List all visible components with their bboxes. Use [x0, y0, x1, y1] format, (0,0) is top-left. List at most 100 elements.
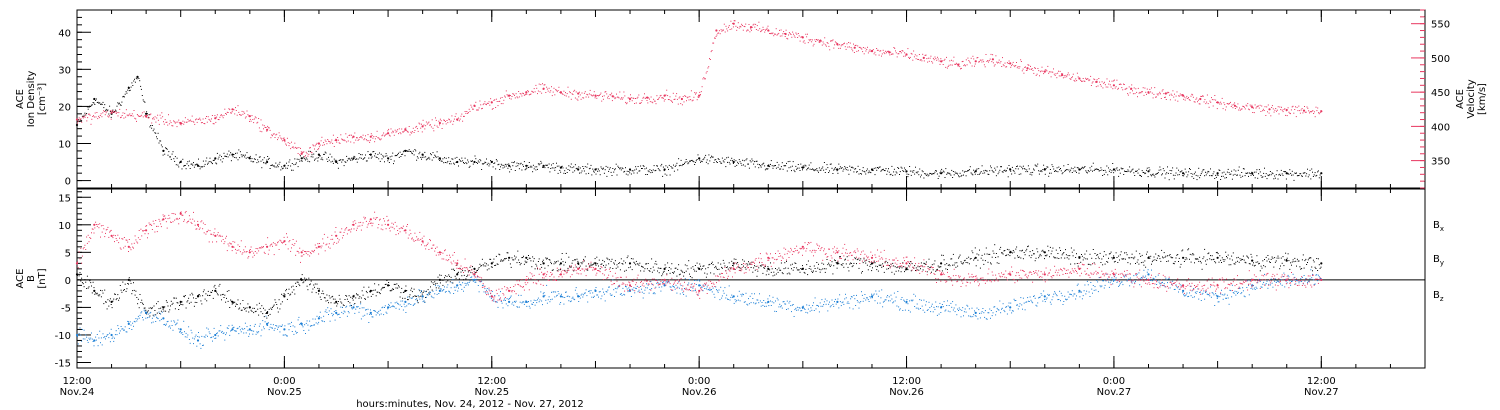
density-series-sample	[937, 178, 939, 179]
density-series-sample	[253, 158, 255, 160]
density-series-sample	[1245, 172, 1247, 174]
bx-series-sample	[1172, 262, 1174, 264]
bx-series-sample	[764, 265, 766, 267]
bx-series-sample	[1109, 253, 1111, 255]
bx-series-sample	[122, 281, 124, 283]
velocity-series-sample	[755, 29, 757, 30]
density-series-sample	[234, 157, 236, 158]
bx-series-sample	[876, 269, 878, 271]
density-series-sample	[331, 156, 333, 158]
bx-series-sample	[788, 272, 790, 274]
density-series-sample	[756, 160, 758, 162]
density-series-sample	[863, 170, 865, 172]
bx-series-sample	[1054, 257, 1056, 259]
velocity-series-sample	[1115, 86, 1117, 88]
bx-series-sample	[518, 259, 520, 261]
bx-series-sample	[941, 270, 943, 272]
bx-series-sample	[514, 255, 515, 257]
bx-series-sample	[568, 256, 570, 258]
density-series-sample	[435, 156, 437, 158]
velocity-series-sample	[1015, 65, 1017, 66]
bx-series-sample	[630, 266, 631, 268]
bx-series-sample	[350, 296, 352, 298]
bx-series-sample	[1189, 258, 1190, 260]
velocity-series-sample	[228, 108, 230, 110]
density-series-sample	[1136, 170, 1138, 172]
velocity-series-sample	[514, 94, 515, 96]
density-series-sample	[1217, 174, 1219, 176]
bx-series-sample	[469, 266, 471, 268]
bx-series-sample	[396, 283, 398, 285]
density-series-sample	[396, 155, 398, 157]
bx-series-sample	[231, 303, 233, 305]
bx-series-sample	[899, 267, 900, 269]
density-series-sample	[373, 151, 375, 152]
density-series-sample	[386, 155, 388, 157]
density-series-sample	[872, 169, 874, 171]
velocity-series-sample	[700, 94, 701, 96]
density-series-sample	[1183, 175, 1185, 177]
velocity-series-sample	[579, 91, 580, 93]
bx-series-sample	[975, 265, 977, 267]
bx-series-sample	[936, 269, 937, 271]
density-series-sample	[1070, 167, 1072, 169]
density-series-point	[145, 112, 148, 115]
velocity-series-sample	[1102, 87, 1104, 89]
density-series-sample	[462, 160, 464, 162]
bx-series-sample	[275, 301, 277, 303]
velocity-series-sample	[399, 132, 401, 134]
bx-series-sample	[619, 262, 621, 264]
velocity-series-sample	[1113, 80, 1115, 82]
density-series-sample	[1226, 171, 1228, 173]
velocity-series-sample	[355, 139, 357, 141]
density-series-sample	[975, 169, 977, 171]
bx-series-point	[870, 262, 874, 265]
bx-series-sample	[954, 262, 956, 264]
bx-series-sample	[405, 285, 407, 287]
density-series-sample	[507, 167, 509, 169]
bx-series-sample	[507, 252, 509, 254]
density-series-sample	[1105, 171, 1107, 173]
density-series-sample	[968, 169, 970, 171]
density-series-sample	[623, 171, 625, 173]
velocity-series-sample	[107, 115, 109, 117]
bx-series-sample	[256, 304, 258, 306]
density-series-sample	[1154, 176, 1156, 178]
velocity-series-sample	[597, 95, 599, 96]
density-series-sample	[344, 161, 346, 163]
density-series-sample	[553, 167, 555, 169]
bx-series-sample	[759, 265, 761, 267]
density-series-sample	[692, 160, 694, 162]
velocity-series-sample	[1171, 94, 1173, 96]
velocity-series-sample	[1242, 105, 1244, 107]
velocity-series-sample	[428, 121, 430, 123]
velocity-series-sample	[420, 127, 422, 129]
bx-series-sample	[988, 253, 990, 255]
bx-series-sample	[1119, 254, 1121, 256]
bx-series-sample	[601, 263, 603, 265]
velocity-series-sample	[1134, 93, 1136, 95]
density-series-sample	[735, 160, 737, 162]
density-series-sample	[990, 167, 992, 169]
velocity-series-sample	[1316, 110, 1318, 112]
bx-series-sample	[692, 266, 694, 268]
density-series-sample	[583, 170, 585, 172]
bx-series-sample	[593, 262, 595, 264]
bx-series-sample	[274, 299, 276, 301]
bx-series-sample	[494, 265, 496, 266]
density-series-sample	[1108, 167, 1109, 169]
velocity-series-sample	[1033, 72, 1035, 74]
velocity-series-sample	[657, 99, 659, 100]
density-series-sample	[642, 165, 644, 167]
velocity-series-sample	[523, 94, 525, 96]
velocity-series-sample	[940, 58, 942, 60]
velocity-series-sample	[400, 133, 402, 135]
b-axis-tick-label: 10	[58, 221, 71, 232]
density-series-sample	[1254, 177, 1256, 179]
velocity-series-sample	[495, 107, 497, 108]
density-series-sample	[137, 77, 139, 78]
velocity-series-sample	[1270, 115, 1272, 117]
density-series-sample	[1268, 175, 1270, 177]
velocity-series-sample	[1071, 77, 1073, 79]
density-series-sample	[633, 172, 635, 174]
